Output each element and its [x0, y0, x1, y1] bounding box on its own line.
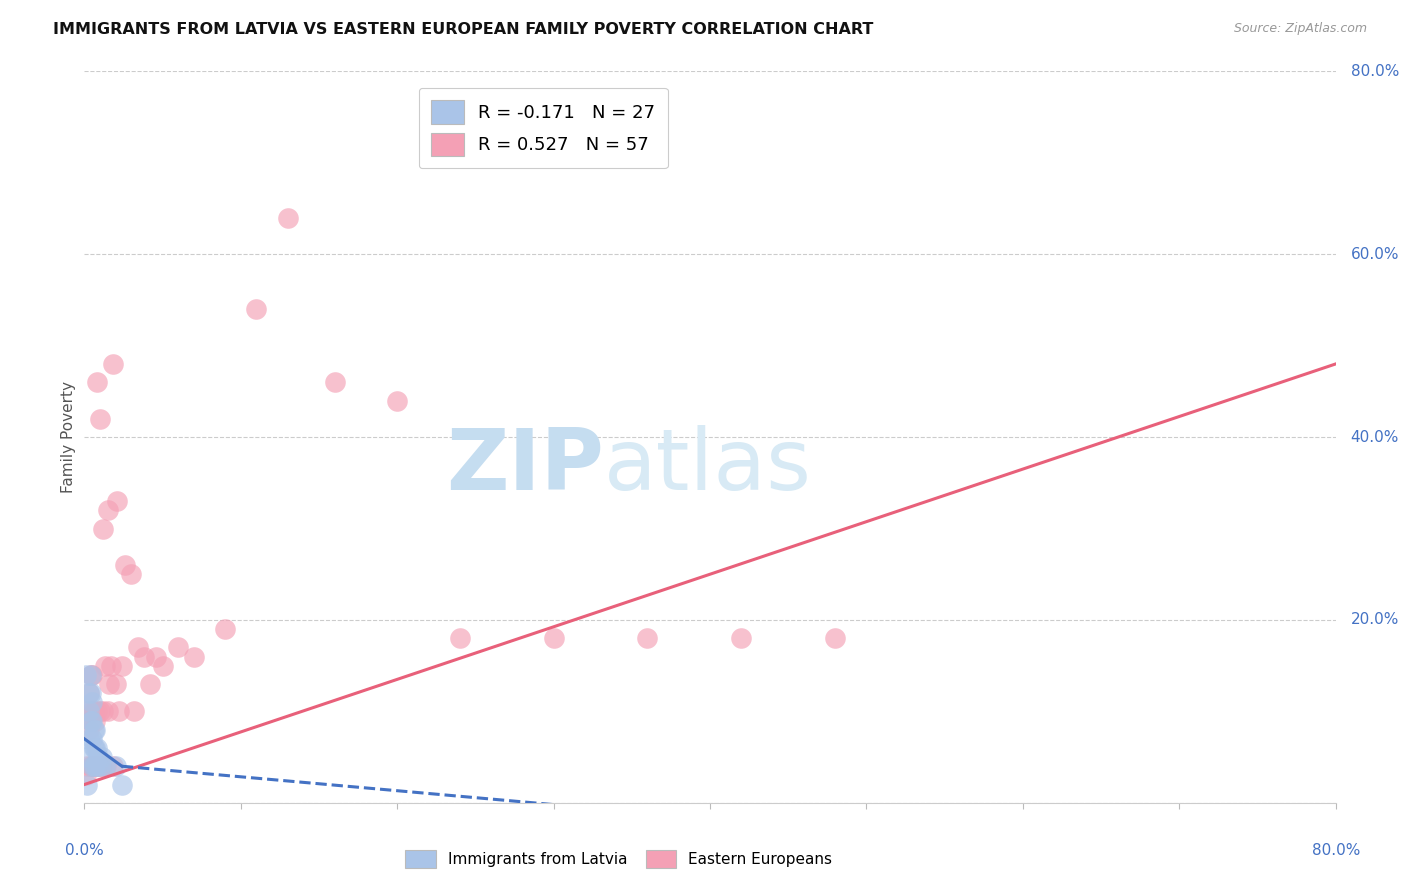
Point: [79, 686, 101, 700]
Point: [124, 705, 146, 719]
Point: [114, 558, 136, 573]
Point: [83, 740, 105, 755]
Point: [127, 640, 149, 655]
Legend: Immigrants from Latvia, Eastern Europeans: Immigrants from Latvia, Eastern European…: [399, 844, 838, 873]
Point: [96, 759, 118, 773]
Point: [139, 677, 162, 691]
Point: [637, 632, 659, 646]
Point: [323, 375, 346, 389]
Point: [91, 705, 114, 719]
Point: [385, 393, 409, 408]
Point: [824, 632, 846, 646]
Text: atlas: atlas: [603, 425, 811, 508]
Point: [183, 649, 205, 664]
Point: [86, 759, 108, 773]
Text: 80.0%: 80.0%: [1312, 843, 1360, 858]
Text: 20.0%: 20.0%: [1351, 613, 1399, 627]
Point: [111, 778, 134, 792]
Point: [82, 695, 104, 709]
Point: [107, 705, 129, 719]
Point: [79, 667, 101, 681]
Point: [245, 301, 267, 317]
Point: [84, 740, 107, 755]
Point: [90, 759, 112, 773]
Text: ZIP: ZIP: [446, 425, 603, 508]
Point: [167, 640, 190, 655]
Point: [98, 677, 121, 691]
Point: [120, 567, 142, 582]
Point: [86, 759, 108, 773]
Text: 0.0%: 0.0%: [65, 843, 104, 858]
Point: [89, 759, 111, 773]
Point: [97, 503, 120, 517]
Point: [77, 731, 100, 746]
Point: [145, 649, 167, 664]
Point: [87, 750, 110, 764]
Text: IMMIGRANTS FROM LATVIA VS EASTERN EUROPEAN FAMILY POVERTY CORRELATION CHART: IMMIGRANTS FROM LATVIA VS EASTERN EUROPE…: [53, 22, 873, 37]
Point: [77, 686, 100, 700]
Point: [86, 705, 108, 719]
Point: [152, 658, 174, 673]
Point: [83, 705, 105, 719]
Point: [87, 759, 110, 773]
Text: 60.0%: 60.0%: [1351, 247, 1399, 261]
Point: [83, 759, 105, 773]
Point: [84, 714, 107, 728]
Y-axis label: Family Poverty: Family Poverty: [60, 381, 76, 493]
Point: [82, 731, 104, 746]
Point: [82, 667, 104, 681]
Point: [82, 714, 104, 728]
Point: [82, 759, 104, 773]
Point: [543, 632, 565, 646]
Point: [101, 357, 124, 371]
Point: [82, 705, 104, 719]
Point: [83, 759, 105, 773]
Point: [76, 759, 98, 773]
Point: [77, 686, 100, 700]
Point: [79, 714, 101, 728]
Point: [84, 759, 107, 773]
Point: [93, 759, 115, 773]
Point: [83, 723, 105, 737]
Point: [101, 759, 124, 773]
Point: [104, 759, 127, 773]
Point: [89, 705, 111, 719]
Point: [132, 649, 155, 664]
Point: [100, 658, 122, 673]
Point: [76, 750, 98, 764]
Point: [77, 705, 100, 719]
Legend: R = -0.171   N = 27, R = 0.527   N = 57: R = -0.171 N = 27, R = 0.527 N = 57: [419, 87, 668, 169]
Point: [105, 494, 128, 508]
Point: [75, 667, 97, 681]
Text: 40.0%: 40.0%: [1351, 430, 1399, 444]
Point: [76, 778, 98, 792]
Point: [104, 677, 127, 691]
Point: [79, 714, 101, 728]
Point: [75, 768, 97, 782]
Point: [84, 723, 107, 737]
Point: [93, 658, 115, 673]
Point: [79, 667, 101, 681]
Point: [89, 412, 111, 426]
Point: [277, 211, 299, 225]
Point: [111, 658, 134, 673]
Point: [91, 521, 114, 535]
Point: [449, 632, 471, 646]
Point: [86, 740, 108, 755]
Point: [89, 759, 111, 773]
Point: [82, 759, 104, 773]
Point: [86, 375, 108, 389]
Point: [730, 632, 752, 646]
Point: [214, 622, 236, 636]
Point: [79, 759, 101, 773]
Point: [90, 750, 112, 764]
Text: Source: ZipAtlas.com: Source: ZipAtlas.com: [1233, 22, 1367, 36]
Point: [97, 705, 120, 719]
Point: [77, 723, 100, 737]
Point: [84, 759, 107, 773]
Point: [76, 705, 98, 719]
Text: 80.0%: 80.0%: [1351, 64, 1399, 78]
